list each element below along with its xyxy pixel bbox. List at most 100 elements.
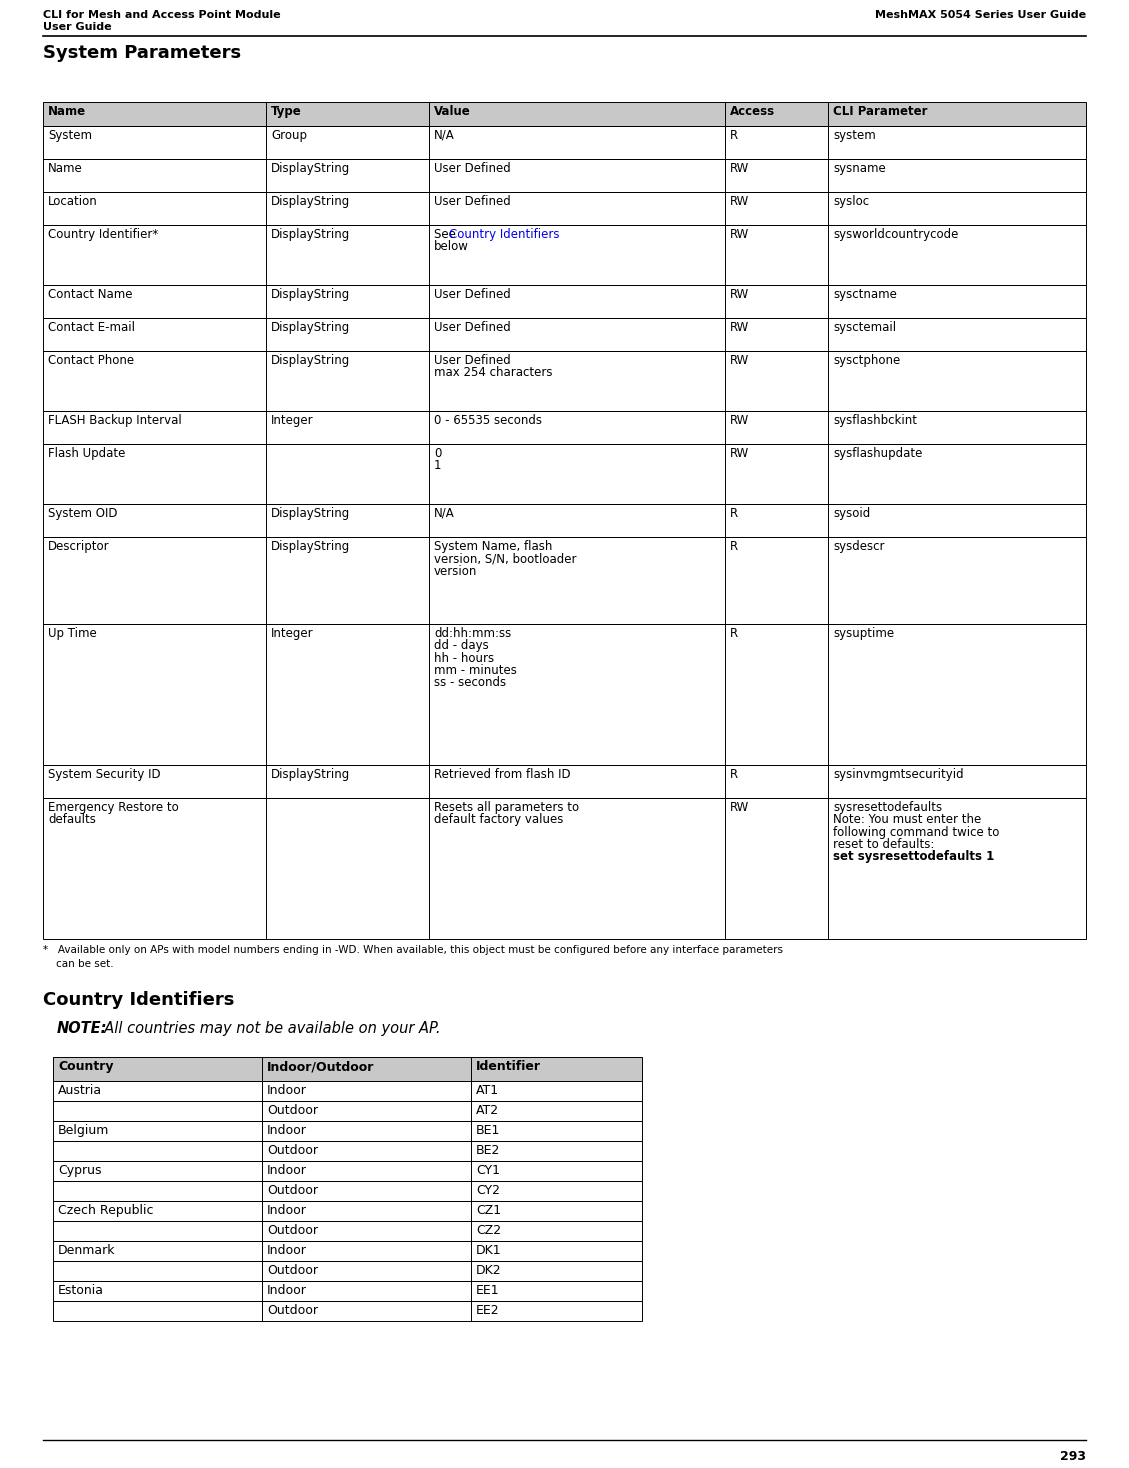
Text: Czech Republic: Czech Republic [58, 1204, 154, 1217]
Text: RW: RW [730, 288, 750, 301]
Text: Indoor: Indoor [268, 1124, 307, 1138]
Text: R: R [730, 768, 738, 781]
Text: RW: RW [730, 802, 750, 813]
Text: Cyprus: Cyprus [58, 1164, 102, 1177]
Text: Indoor: Indoor [268, 1083, 307, 1097]
Text: mm - minutes: mm - minutes [434, 664, 517, 677]
Text: Up Time: Up Time [49, 627, 97, 640]
Text: All countries may not be available on your AP.: All countries may not be available on yo… [95, 1022, 440, 1036]
Text: Name: Name [49, 161, 82, 175]
Text: Indoor/Outdoor: Indoor/Outdoor [268, 1060, 375, 1073]
Bar [53, 1261, 642, 1282]
Text: Contact Phone: Contact Phone [49, 354, 134, 367]
Text: sysflashbckint: sysflashbckint [833, 414, 918, 427]
Text: defaults: defaults [49, 813, 96, 826]
Text: Indoor: Indoor [268, 1204, 307, 1217]
Text: 0 - 65535 seconds: 0 - 65535 seconds [434, 414, 542, 427]
Text: System Parameters: System Parameters [43, 44, 242, 62]
Text: EE2: EE2 [476, 1304, 500, 1317]
Text: Indoor: Indoor [268, 1284, 307, 1298]
Text: DisplayString: DisplayString [271, 768, 350, 781]
Text: System: System [49, 129, 91, 142]
Text: Access: Access [730, 106, 776, 117]
Text: Name: Name [49, 106, 86, 117]
Text: R: R [730, 506, 738, 520]
Text: RW: RW [730, 161, 750, 175]
Text: AT1: AT1 [476, 1083, 499, 1097]
Text: CLI Parameter: CLI Parameter [833, 106, 928, 117]
Text: CY1: CY1 [476, 1164, 500, 1177]
Bar [53, 1057, 642, 1080]
Text: Note: You must enter the: Note: You must enter the [833, 813, 981, 826]
Text: dd:hh:mm:ss: dd:hh:mm:ss [434, 627, 511, 640]
Bar [43, 319, 1086, 351]
Text: MeshMAX 5054 Series User Guide: MeshMAX 5054 Series User Guide [875, 10, 1086, 21]
Text: DisplayString: DisplayString [271, 195, 350, 208]
Bar [53, 1101, 642, 1122]
Text: Belgium: Belgium [58, 1124, 110, 1138]
Text: version, S/N, bootloader: version, S/N, bootloader [434, 552, 577, 565]
Text: Austria: Austria [58, 1083, 102, 1097]
Text: dd - days: dd - days [434, 640, 489, 652]
Bar [53, 1122, 642, 1141]
Bar [43, 799, 1086, 940]
Bar [53, 1180, 642, 1201]
Bar [43, 765, 1086, 799]
Text: DisplayString: DisplayString [271, 354, 350, 367]
Text: *   Available only on APs with model numbers ending in -WD. When available, this: * Available only on APs with model numbe… [43, 945, 784, 956]
Text: System OID: System OID [49, 506, 117, 520]
Bar [53, 1141, 642, 1161]
Text: Country Identifiers: Country Identifiers [43, 991, 235, 1009]
Text: DisplayString: DisplayString [271, 540, 350, 553]
Text: DisplayString: DisplayString [271, 506, 350, 520]
Text: version: version [434, 565, 478, 577]
Text: max 254 characters: max 254 characters [434, 367, 552, 379]
Text: Outdoor: Outdoor [268, 1264, 318, 1277]
Text: RW: RW [730, 195, 750, 208]
Text: Country Identifier*: Country Identifier* [49, 228, 158, 241]
Text: System Security ID: System Security ID [49, 768, 160, 781]
Text: Integer: Integer [271, 627, 314, 640]
Text: Indoor: Indoor [268, 1243, 307, 1257]
Text: DisplayString: DisplayString [271, 228, 350, 241]
Text: System Name, flash: System Name, flash [434, 540, 552, 553]
Text: Denmark: Denmark [58, 1243, 115, 1257]
Text: sysworldcountrycode: sysworldcountrycode [833, 228, 959, 241]
Text: Identifier: Identifier [476, 1060, 541, 1073]
Bar [53, 1282, 642, 1301]
Text: ss - seconds: ss - seconds [434, 677, 506, 690]
Text: Outdoor: Outdoor [268, 1185, 318, 1196]
Text: R: R [730, 540, 738, 553]
Text: DisplayString: DisplayString [271, 161, 350, 175]
Text: reset to defaults:: reset to defaults: [833, 838, 935, 851]
Text: User Defined: User Defined [434, 195, 510, 208]
Text: CLI for Mesh and Access Point Module: CLI for Mesh and Access Point Module [43, 10, 281, 21]
Text: User Defined: User Defined [434, 354, 510, 367]
Text: system: system [833, 129, 876, 142]
Text: Outdoor: Outdoor [268, 1304, 318, 1317]
Bar [43, 159, 1086, 192]
Bar [53, 1057, 642, 1080]
Bar [53, 1201, 642, 1221]
Text: Descriptor: Descriptor [49, 540, 110, 553]
Text: User Defined: User Defined [434, 161, 510, 175]
Text: RW: RW [730, 414, 750, 427]
Text: 1: 1 [434, 459, 441, 473]
Bar [43, 537, 1086, 624]
Bar [43, 504, 1086, 537]
Bar [43, 285, 1086, 319]
Text: below: below [434, 241, 469, 254]
Text: sysuptime: sysuptime [833, 627, 894, 640]
Bar [43, 411, 1086, 443]
Bar [43, 192, 1086, 225]
Text: RW: RW [730, 446, 750, 459]
Text: sysdescr: sysdescr [833, 540, 885, 553]
Text: BE2: BE2 [476, 1144, 500, 1157]
Bar [43, 351, 1086, 411]
Text: Country: Country [58, 1060, 114, 1073]
Text: sysflashupdate: sysflashupdate [833, 446, 922, 459]
Text: Outdoor: Outdoor [268, 1224, 318, 1238]
Bar [53, 1301, 642, 1321]
Text: N/A: N/A [434, 506, 455, 520]
Bar [43, 624, 1086, 765]
